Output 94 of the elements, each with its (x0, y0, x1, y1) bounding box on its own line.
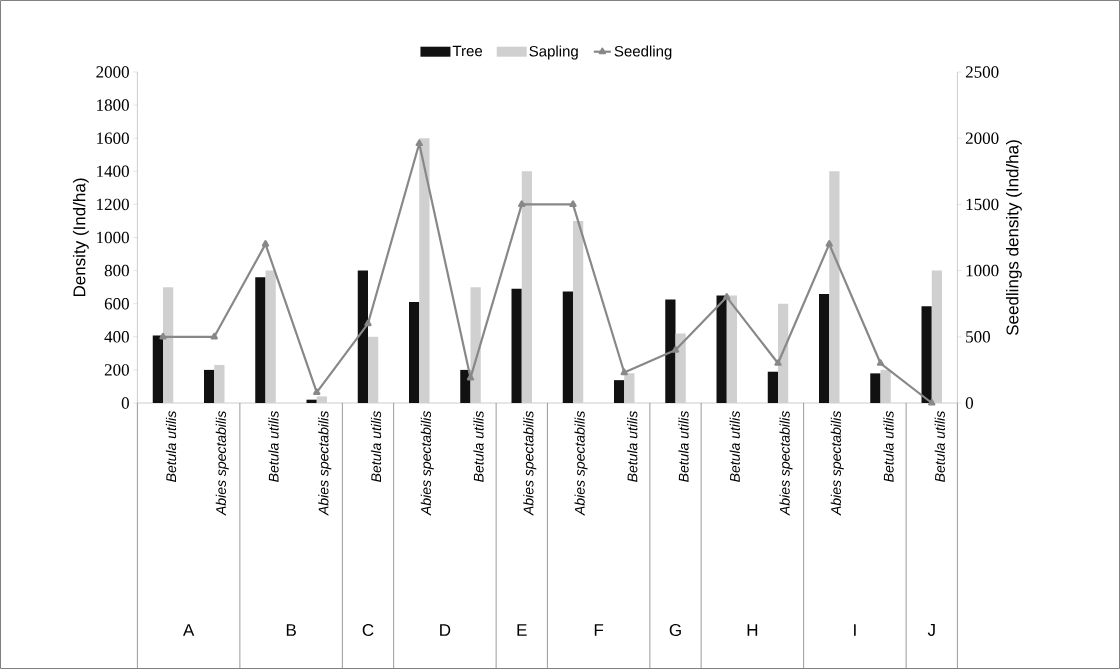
point (210, 332, 218, 340)
text: A (182, 624, 195, 636)
bar (460, 369, 471, 403)
bar (870, 373, 881, 403)
text: E (517, 624, 527, 636)
bar (409, 302, 420, 403)
point (415, 139, 423, 147)
text: D (440, 624, 451, 636)
bar (665, 299, 676, 403)
x-tick-label: Betula utilis (883, 411, 894, 482)
bar (255, 277, 266, 403)
y2-tick-label: 0 (965, 397, 974, 409)
bar (675, 333, 686, 403)
x-tick-label: Betula utilis (268, 411, 279, 482)
point (774, 359, 782, 366)
x-tick-label: Betula utilis (678, 411, 689, 482)
bar (511, 288, 522, 403)
bar (357, 270, 368, 403)
bar (265, 270, 276, 403)
point (518, 200, 526, 207)
bar (214, 364, 225, 403)
y-tick-label: 1800 (97, 99, 129, 111)
bar (921, 306, 932, 403)
bar (573, 220, 584, 403)
point (159, 332, 167, 340)
x-tick-label: Abies spectabilis (318, 411, 332, 516)
x-tick-label: Betula utilis (370, 411, 382, 482)
y-tick-label: 200 (104, 364, 129, 376)
y-tick-label: 600 (104, 297, 129, 310)
point (313, 388, 321, 395)
bar (419, 138, 430, 403)
x-tick-label: Betula utilis (934, 411, 945, 482)
y-tick-label: 2000 (96, 66, 129, 78)
point (671, 345, 680, 353)
bar (470, 287, 481, 403)
text: G (669, 623, 681, 637)
x-tick-label: Abies spectabilis (779, 411, 793, 516)
point (569, 200, 577, 207)
bar (316, 396, 327, 403)
x-tick-label: Betula utilis (165, 411, 177, 482)
x-tick-label: Abies spectabilis (830, 411, 844, 516)
bar (521, 171, 532, 403)
legend-label: Tree (452, 45, 483, 57)
bar (819, 294, 830, 403)
point (261, 240, 270, 247)
bar (624, 373, 635, 403)
text: F (594, 624, 604, 636)
bar (562, 291, 574, 403)
bar (614, 380, 625, 403)
x-tick-label: Betula utilis (473, 411, 484, 482)
bar (931, 270, 943, 403)
y-tick-label: 1400 (97, 165, 129, 178)
point (928, 398, 936, 406)
y-tick-label: 1000 (97, 231, 129, 244)
bar (726, 295, 738, 403)
text: I (854, 624, 856, 636)
y2-tick-label: 2500 (965, 66, 999, 78)
y2-tick-label: 500 (966, 331, 991, 343)
legend-label: Sapling (529, 45, 578, 60)
bar (368, 336, 379, 403)
bar (204, 369, 215, 403)
point (723, 292, 731, 300)
x-tick-label: Abies spectabilis (420, 411, 434, 516)
point (620, 368, 628, 376)
bar (767, 371, 779, 403)
y-axis-title: Density (Ind/ha) (72, 178, 89, 297)
y-tick-label: 0 (121, 397, 129, 409)
y2-axis-title: Seedlings density (Ind/ha) (1006, 140, 1022, 336)
x-tick-label: Abies spectabilis (574, 411, 588, 516)
y2-tick-label: 2000 (965, 132, 999, 144)
y-tick-label: 1200 (97, 198, 129, 211)
bar (163, 287, 174, 403)
point (364, 319, 372, 327)
y-tick-label: 400 (104, 331, 129, 343)
bar (152, 335, 163, 403)
y-tick-label: 800 (104, 264, 129, 277)
x-tick-label: Betula utilis (627, 411, 638, 482)
text: C (362, 623, 374, 637)
bar (778, 303, 789, 403)
x-tick-label: Abies spectabilis (215, 411, 229, 516)
text: B (286, 624, 296, 636)
legend-label: Seedling (614, 45, 672, 60)
y2-tick-label: 1500 (966, 198, 999, 211)
bar (829, 171, 840, 403)
text: J (927, 624, 935, 636)
point (876, 359, 885, 366)
text: H (747, 624, 758, 636)
x-tick-label: Abies spectabilis (523, 411, 537, 516)
y2-tick-label: 1000 (966, 264, 999, 277)
bar (716, 295, 727, 403)
x-tick-label: Betula utilis (729, 411, 740, 482)
point (825, 240, 833, 247)
bar (880, 369, 891, 403)
y-tick-label: 1600 (97, 132, 129, 144)
